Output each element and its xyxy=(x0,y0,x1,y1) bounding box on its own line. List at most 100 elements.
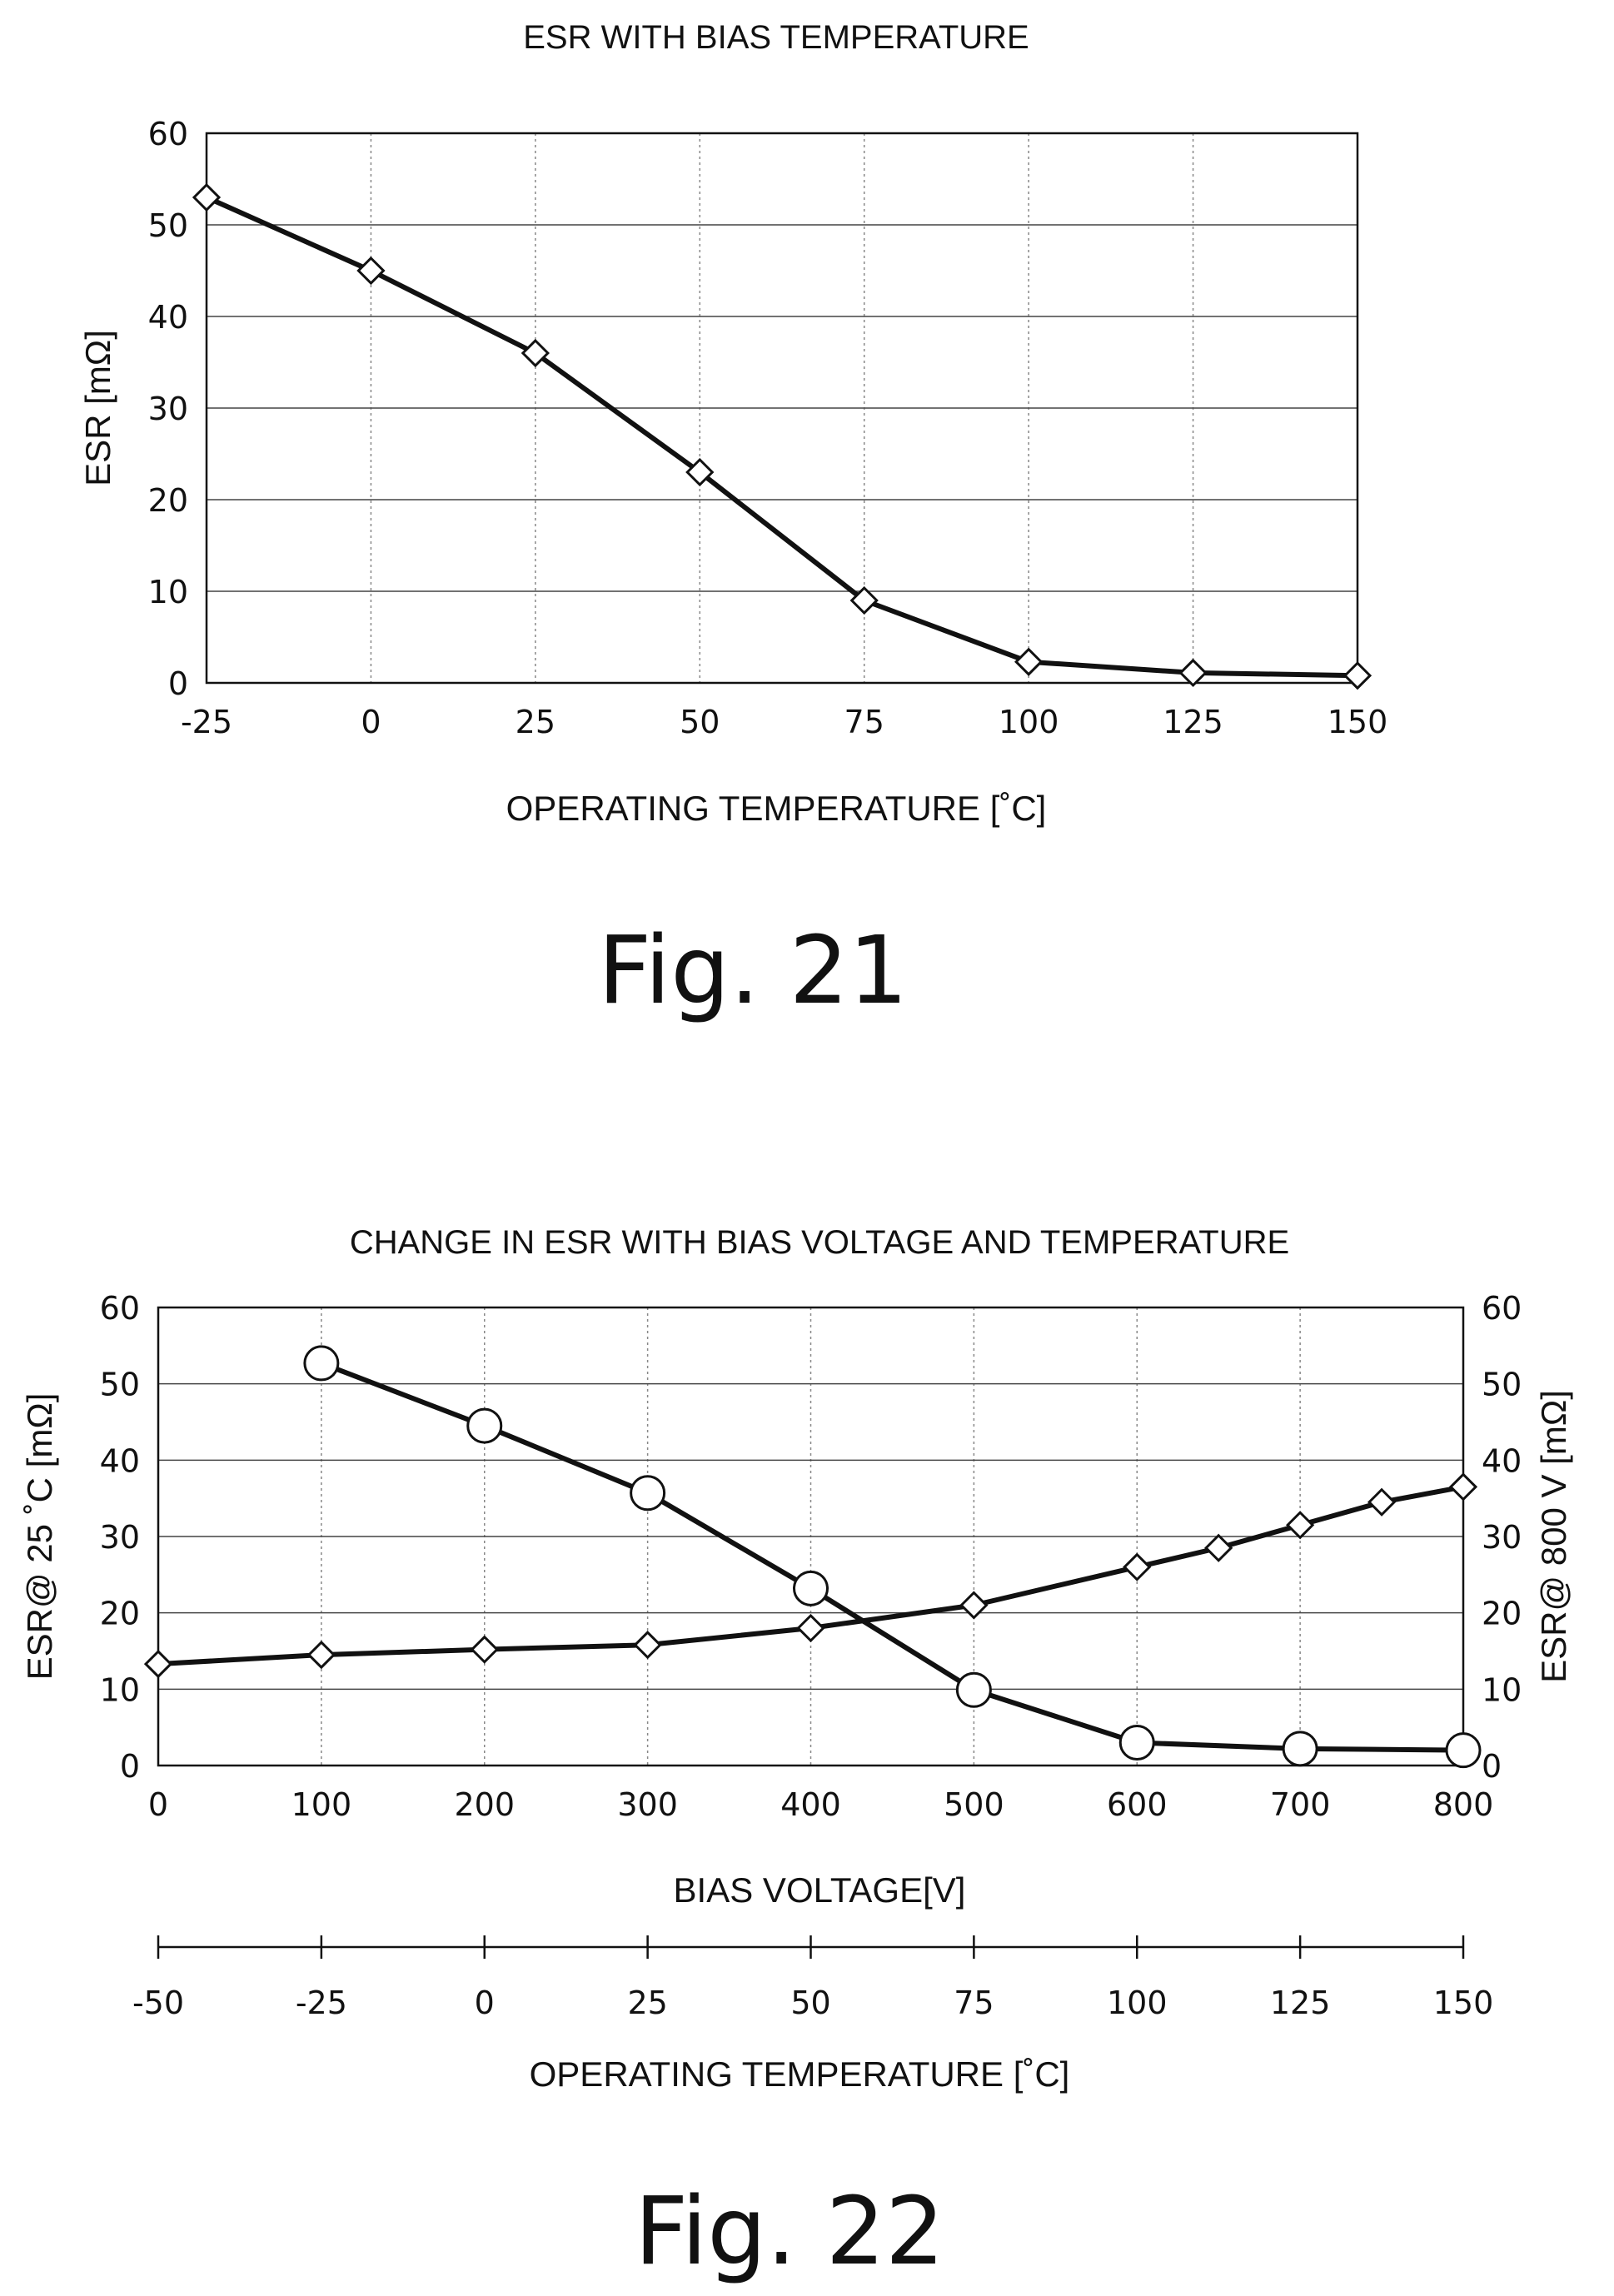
temperature-tick-label: -25 xyxy=(296,1985,347,2021)
series-2-circle-marker xyxy=(303,1345,340,1382)
x-tick-label: 150 xyxy=(1328,704,1388,740)
x-tick-label: 200 xyxy=(454,1786,515,1823)
y-tick-label: 40 xyxy=(148,299,188,336)
y-tick-label: 40 xyxy=(100,1442,140,1479)
fig22-right-y-axis-label: ESR@ 800 V [mΩ] xyxy=(1534,1390,1573,1683)
fig21-series xyxy=(192,182,1372,690)
series-1-diamond-marker xyxy=(1286,1511,1315,1540)
series-1-diamond-marker xyxy=(1343,661,1372,690)
y-tick-label: 60 xyxy=(100,1290,140,1327)
y-tick-label: 20 xyxy=(148,482,188,519)
series-1-diamond-marker xyxy=(470,1635,499,1664)
y-tick-label: 0 xyxy=(120,1748,140,1785)
series-1-diamond-marker xyxy=(1204,1533,1233,1562)
y-tick-label: 30 xyxy=(100,1519,140,1556)
x-tick-label: 300 xyxy=(617,1786,678,1823)
fig21-y-tick-labels: 0 10 20 30 40 50 60 xyxy=(148,116,188,702)
series-2-circle-marker xyxy=(1282,1731,1318,1767)
temperature-tick-label: 125 xyxy=(1270,1985,1331,2021)
series-1-diamond-marker xyxy=(143,1649,173,1679)
x-tick-label: 100 xyxy=(999,704,1059,740)
x-tick-label: 75 xyxy=(844,704,884,740)
temperature-tick-label: 100 xyxy=(1107,1985,1168,2021)
series-1-diamond-marker xyxy=(1014,647,1044,676)
series-2-circle-marker xyxy=(1118,1725,1155,1761)
series-1-diamond-marker xyxy=(849,585,879,615)
right-y-tick-label: 0 xyxy=(1482,1748,1502,1785)
temperature-tick-label: 150 xyxy=(1433,1985,1494,2021)
x-tick-label: 0 xyxy=(361,704,381,740)
series-1-diamond-marker xyxy=(521,338,550,368)
fig22-temperature-tick-labels: -50 -25 0 25 50 75 100 125 150 xyxy=(132,1935,1493,2021)
series-1-diamond-marker xyxy=(959,1591,989,1620)
fig22-series xyxy=(143,1345,1482,1769)
fig22-caption: Fig. 22 xyxy=(635,2178,944,2286)
fig22-x-axis-label: BIAS VOLTAGE[V] xyxy=(674,1870,966,1910)
x-tick-label: 100 xyxy=(291,1786,352,1823)
fig22-left-y-axis-label: ESR@ 25 ˚C [mΩ] xyxy=(20,1393,59,1681)
x-tick-label: 125 xyxy=(1163,704,1223,740)
x-tick-label: 600 xyxy=(1107,1786,1168,1823)
series-1-diamond-marker xyxy=(685,457,715,487)
x-tick-label: 400 xyxy=(780,1786,841,1823)
fig21-y-axis-label: ESR [mΩ] xyxy=(78,330,117,486)
series-2-circle-marker xyxy=(793,1570,829,1606)
series-1-diamond-marker xyxy=(633,1631,662,1660)
y-tick-label: 50 xyxy=(148,207,188,244)
series-1-line xyxy=(205,195,1358,679)
y-tick-label: 0 xyxy=(168,665,188,702)
right-y-tick-label: 10 xyxy=(1482,1671,1522,1708)
series-1-diamond-marker xyxy=(356,256,386,286)
x-tick-label: 500 xyxy=(944,1786,1004,1823)
y-tick-label: 60 xyxy=(148,116,188,152)
temperature-tick-label: 50 xyxy=(790,1985,830,2021)
temperature-tick-label: 0 xyxy=(475,1985,495,2021)
series-2-line xyxy=(320,1361,1464,1753)
fig22-title: CHANGE IN ESR WITH BIAS VOLTAGE AND TEMP… xyxy=(350,1224,1289,1261)
fig22-right-y-tick-labels: 0 10 20 30 40 50 60 xyxy=(1482,1290,1522,1785)
series-1-diamond-marker xyxy=(796,1613,825,1643)
right-y-tick-label: 20 xyxy=(1482,1596,1522,1632)
fig21-title: ESR WITH BIAS TEMPERATURE xyxy=(523,19,1029,56)
y-tick-label: 50 xyxy=(100,1367,140,1403)
fig22-plot-frame xyxy=(157,1306,1465,1767)
x-tick-label: 25 xyxy=(516,704,555,740)
y-tick-label: 10 xyxy=(148,574,188,610)
fig21-x-axis-label: OPERATING TEMPERATURE [˚C] xyxy=(506,789,1047,828)
chart-fig21: ESR WITH BIAS TEMPERATURE 0102030405060 … xyxy=(78,19,1387,1025)
right-y-tick-label: 60 xyxy=(1482,1290,1522,1327)
y-tick-label: 10 xyxy=(100,1671,140,1708)
y-tick-label: 20 xyxy=(100,1596,140,1632)
chart-fig22: CHANGE IN ESR WITH BIAS VOLTAGE AND TEMP… xyxy=(20,1224,1573,2286)
series-2-circle-marker xyxy=(955,1671,992,1708)
series-2-circle-marker xyxy=(630,1475,666,1512)
y-tick-label: 30 xyxy=(148,391,188,427)
series-2-circle-marker xyxy=(466,1407,503,1444)
fig22-temperature-axis-label: OPERATING TEMPERATURE [˚C] xyxy=(530,2054,1070,2094)
fig22-left-y-tick-labels: 0 10 20 30 40 50 60 xyxy=(100,1290,140,1785)
series-1-diamond-marker xyxy=(1367,1487,1397,1517)
fig22-x-tick-labels: 0 100 200 300 400 500 600 700 800 xyxy=(148,1786,1493,1823)
x-tick-label: 800 xyxy=(1433,1786,1494,1823)
series-1-diamond-marker xyxy=(1448,1472,1478,1502)
temperature-tick-label: 25 xyxy=(627,1985,667,2021)
series-1-diamond-marker xyxy=(306,1640,336,1670)
series-1-diamond-marker xyxy=(192,182,222,212)
fig21-caption: Fig. 21 xyxy=(598,917,908,1025)
series-1-diamond-marker xyxy=(1178,658,1208,688)
series-1-diamond-marker xyxy=(1123,1552,1152,1581)
fig21-grid xyxy=(207,133,1357,683)
fig21-x-tick-labels: -25 0 25 50 75 100 125 150 xyxy=(181,704,1387,740)
x-tick-label: -25 xyxy=(181,704,232,740)
right-y-tick-label: 50 xyxy=(1482,1367,1522,1403)
temperature-tick-label: 75 xyxy=(954,1985,994,2021)
temperature-tick-label: -50 xyxy=(132,1985,184,2021)
right-y-tick-label: 30 xyxy=(1482,1519,1522,1556)
series-2-circle-marker xyxy=(1445,1732,1482,1769)
fig21-plot-frame xyxy=(205,132,1359,685)
x-tick-label: 700 xyxy=(1270,1786,1331,1823)
x-tick-label: 50 xyxy=(680,704,720,740)
right-y-tick-label: 40 xyxy=(1482,1442,1522,1479)
x-tick-label: 0 xyxy=(148,1786,168,1823)
